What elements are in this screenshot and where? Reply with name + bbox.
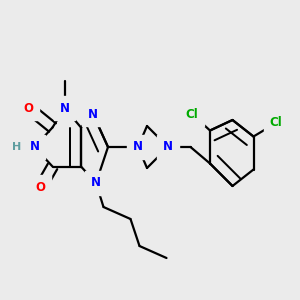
Text: H: H: [12, 142, 21, 152]
Text: N: N: [59, 101, 70, 115]
Text: O: O: [23, 101, 34, 115]
Text: N: N: [163, 140, 173, 154]
Text: Cl: Cl: [186, 107, 198, 121]
Text: Cl: Cl: [270, 116, 282, 130]
Text: N: N: [133, 140, 143, 154]
Text: N: N: [88, 107, 98, 121]
Text: N: N: [29, 140, 40, 154]
Text: N: N: [91, 176, 101, 190]
Text: O: O: [35, 181, 46, 194]
